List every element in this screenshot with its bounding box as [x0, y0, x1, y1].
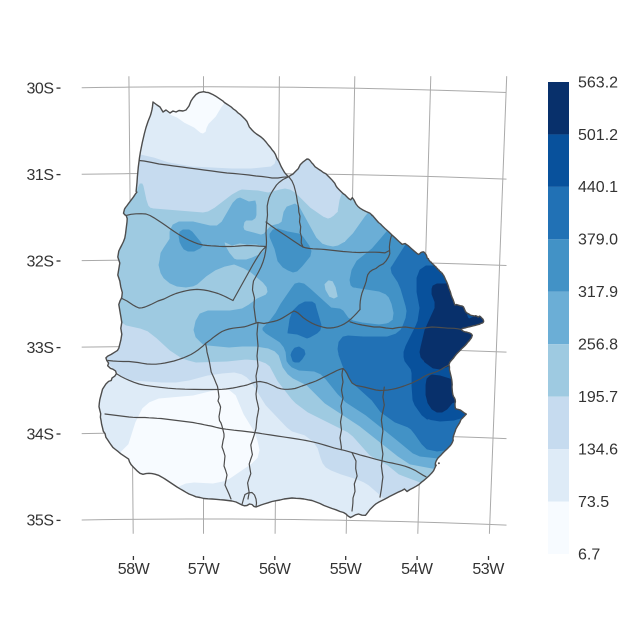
svg-text:56W: 56W	[259, 561, 292, 578]
svg-text:195.7: 195.7	[578, 389, 618, 406]
svg-text:563.2: 563.2	[578, 74, 618, 91]
svg-text:30S: 30S	[27, 80, 54, 97]
svg-text:58W: 58W	[118, 561, 151, 578]
svg-text:440.1: 440.1	[578, 179, 618, 196]
svg-text:35S: 35S	[27, 513, 54, 530]
svg-text:32S: 32S	[27, 253, 54, 270]
svg-text:379.0: 379.0	[578, 232, 618, 249]
svg-text:33S: 33S	[27, 340, 54, 357]
svg-text:34S: 34S	[27, 426, 54, 443]
svg-text:57W: 57W	[188, 561, 221, 578]
svg-text:54W: 54W	[401, 561, 434, 578]
svg-text:6.7: 6.7	[578, 546, 600, 563]
svg-text:53W: 53W	[472, 561, 505, 578]
svg-text:256.8: 256.8	[578, 337, 618, 354]
svg-text:317.9: 317.9	[578, 284, 618, 301]
svg-text:501.2: 501.2	[578, 127, 618, 144]
svg-text:31S: 31S	[27, 167, 54, 184]
svg-text:134.6: 134.6	[578, 442, 618, 459]
svg-text:55W: 55W	[330, 561, 363, 578]
svg-text:73.5: 73.5	[578, 494, 609, 511]
